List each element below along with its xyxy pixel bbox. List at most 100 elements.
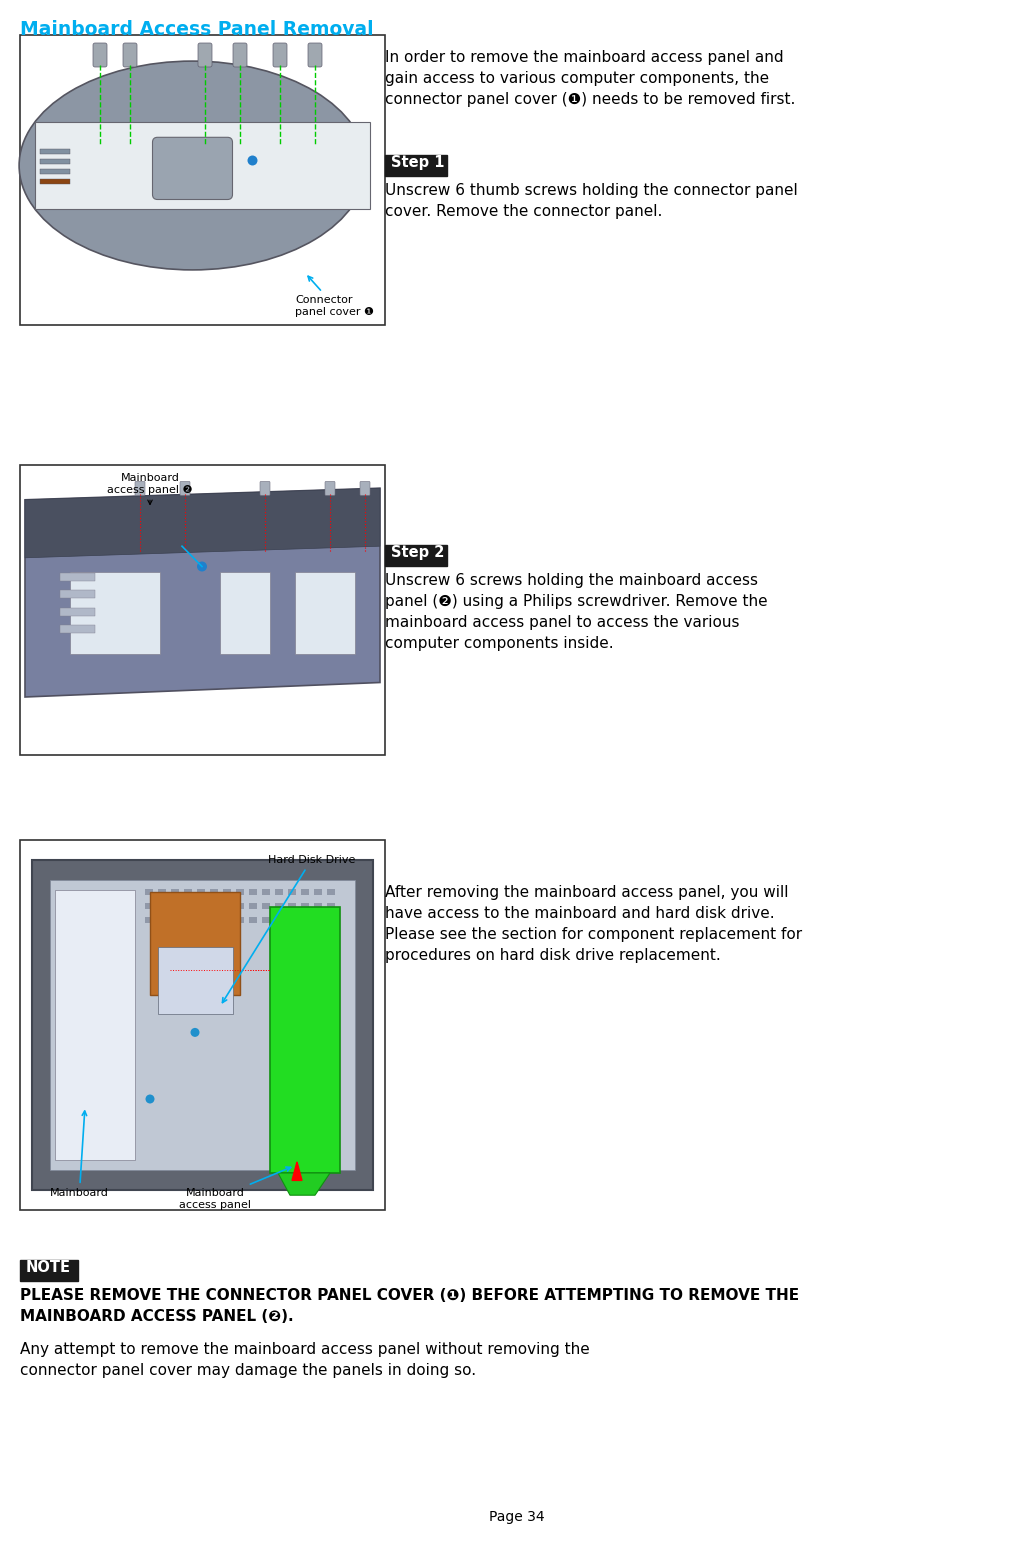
Bar: [314, 903, 322, 909]
Bar: [301, 889, 309, 895]
FancyBboxPatch shape: [233, 43, 247, 66]
Bar: [171, 903, 179, 909]
Bar: [197, 917, 205, 923]
Bar: [236, 917, 244, 923]
Text: After removing the mainboard access panel, you will
have access to the mainboard: After removing the mainboard access pane…: [385, 886, 803, 963]
Bar: [262, 917, 270, 923]
Text: Unscrew 6 thumb screws holding the connector panel
cover. Remove the connector p: Unscrew 6 thumb screws holding the conne…: [385, 184, 797, 219]
Circle shape: [248, 156, 257, 165]
Text: Mainboard: Mainboard: [50, 1111, 108, 1197]
Bar: [262, 903, 270, 909]
Bar: [275, 917, 283, 923]
Bar: [40, 159, 70, 164]
Bar: [275, 903, 283, 909]
Bar: [197, 903, 205, 909]
Bar: [20, 464, 385, 755]
Bar: [60, 572, 95, 582]
Text: Any attempt to remove the mainboard access panel without removing the
connector : Any attempt to remove the mainboard acce…: [20, 1342, 590, 1378]
Bar: [60, 625, 95, 633]
FancyBboxPatch shape: [135, 481, 145, 495]
Bar: [60, 608, 95, 616]
Bar: [262, 889, 270, 895]
Bar: [288, 903, 296, 909]
Text: PLEASE REMOVE THE CONNECTOR PANEL COVER (❶) BEFORE ATTEMPTING TO REMOVE THE
MAIN: PLEASE REMOVE THE CONNECTOR PANEL COVER …: [20, 1288, 800, 1324]
Bar: [314, 917, 322, 923]
Bar: [249, 889, 257, 895]
Bar: [220, 572, 270, 654]
Bar: [249, 903, 257, 909]
Bar: [314, 889, 322, 895]
Text: NOTE: NOTE: [26, 1261, 71, 1275]
Polygon shape: [278, 1173, 330, 1196]
Bar: [327, 889, 335, 895]
FancyBboxPatch shape: [260, 481, 270, 495]
FancyBboxPatch shape: [32, 859, 373, 1190]
Bar: [40, 168, 70, 173]
Bar: [301, 917, 309, 923]
Bar: [20, 1261, 79, 1281]
Polygon shape: [25, 488, 380, 697]
Bar: [295, 572, 355, 654]
FancyBboxPatch shape: [359, 481, 370, 495]
Bar: [275, 889, 283, 895]
FancyBboxPatch shape: [180, 481, 190, 495]
Bar: [327, 917, 335, 923]
Bar: [70, 572, 160, 654]
Bar: [301, 903, 309, 909]
Text: Step 2: Step 2: [392, 545, 444, 560]
Bar: [210, 917, 218, 923]
Bar: [158, 917, 166, 923]
FancyBboxPatch shape: [35, 122, 370, 208]
Bar: [223, 889, 231, 895]
Bar: [158, 889, 166, 895]
FancyBboxPatch shape: [198, 43, 212, 66]
Circle shape: [197, 562, 207, 571]
Bar: [60, 591, 95, 599]
Text: Mainboard
access panel ❷: Mainboard access panel ❷: [107, 474, 193, 505]
Bar: [236, 889, 244, 895]
FancyBboxPatch shape: [153, 137, 232, 199]
Bar: [327, 903, 335, 909]
Bar: [385, 154, 447, 176]
Text: Page 34: Page 34: [489, 1511, 544, 1524]
FancyBboxPatch shape: [273, 43, 287, 66]
Bar: [184, 889, 192, 895]
Circle shape: [146, 1094, 155, 1103]
Bar: [223, 903, 231, 909]
Ellipse shape: [20, 62, 366, 270]
FancyBboxPatch shape: [308, 43, 322, 66]
FancyBboxPatch shape: [325, 481, 335, 495]
Bar: [171, 889, 179, 895]
Bar: [385, 545, 447, 566]
Bar: [210, 889, 218, 895]
Bar: [40, 179, 70, 184]
Bar: [184, 917, 192, 923]
Bar: [158, 947, 233, 1014]
Bar: [145, 917, 153, 923]
FancyBboxPatch shape: [93, 43, 107, 66]
Text: Unscrew 6 screws holding the mainboard access
panel (❷) using a Philips screwdri: Unscrew 6 screws holding the mainboard a…: [385, 572, 768, 651]
Polygon shape: [25, 488, 380, 559]
Text: Mainboard
access panel: Mainboard access panel: [179, 1167, 290, 1210]
Text: Hard Disk Drive: Hard Disk Drive: [222, 855, 355, 1003]
Circle shape: [190, 1028, 199, 1037]
Bar: [288, 917, 296, 923]
Bar: [150, 892, 240, 995]
Bar: [210, 903, 218, 909]
Bar: [20, 839, 385, 1210]
FancyBboxPatch shape: [50, 880, 355, 1170]
Bar: [158, 903, 166, 909]
Text: Connector
panel cover ❶: Connector panel cover ❶: [295, 276, 374, 316]
Bar: [171, 917, 179, 923]
Bar: [55, 890, 135, 1160]
Bar: [236, 903, 244, 909]
Text: In order to remove the mainboard access panel and
gain access to various compute: In order to remove the mainboard access …: [385, 49, 795, 106]
Bar: [249, 917, 257, 923]
Polygon shape: [270, 907, 340, 1173]
Bar: [40, 148, 70, 153]
Text: Step 1: Step 1: [392, 154, 444, 170]
Text: Mainboard Access Panel Removal: Mainboard Access Panel Removal: [20, 20, 374, 39]
Bar: [288, 889, 296, 895]
Bar: [223, 917, 231, 923]
Bar: [145, 889, 153, 895]
